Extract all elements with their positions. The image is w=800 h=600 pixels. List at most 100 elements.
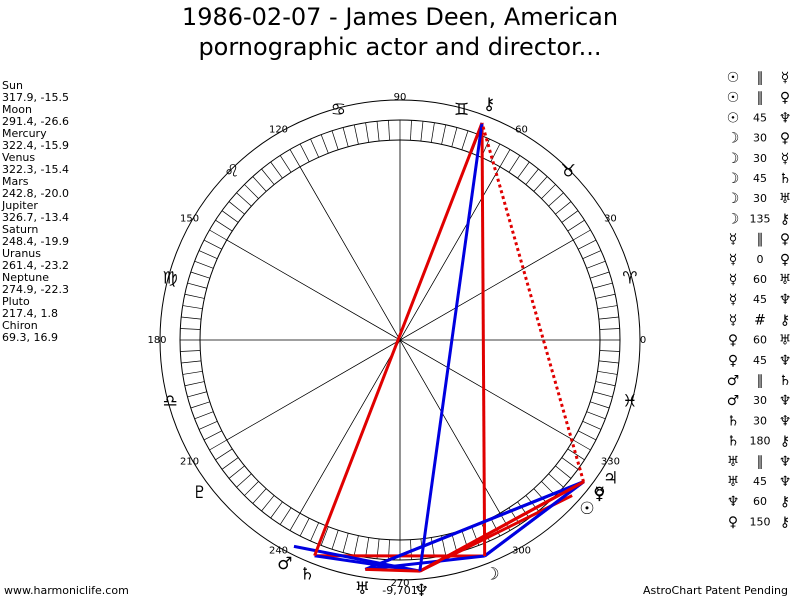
ring-tick <box>525 168 539 185</box>
planet-glyph: ♃ <box>603 468 618 488</box>
aspect-type: 0 <box>757 253 764 266</box>
ring-tick <box>209 229 227 241</box>
ring-tick <box>261 168 275 185</box>
aspect-type: 135 <box>750 212 771 225</box>
ring-tick <box>261 495 275 512</box>
aspect-planet: ♅ <box>779 191 792 207</box>
aspect-planet: ♆ <box>779 110 792 126</box>
ring-tick <box>555 201 572 215</box>
aspect-planet: ♆ <box>779 292 792 308</box>
ring-tick <box>578 430 597 441</box>
ring-tick <box>184 293 205 299</box>
planet-name: Mars <box>2 175 29 188</box>
sign-glyph: ♉ <box>561 162 576 182</box>
planet-name: Jupiter <box>1 199 38 212</box>
ring-tick <box>353 535 359 556</box>
aspect-type: 45 <box>753 111 767 124</box>
aspect-planet: ♀ <box>728 333 738 349</box>
aspect-planet: ⚷ <box>780 211 790 227</box>
aspect-planet: ♆ <box>779 474 792 490</box>
ring-tick <box>590 271 610 279</box>
planet-position: 248.4, -19.9 <box>2 235 69 248</box>
ring-tick <box>236 473 252 488</box>
ring-tick <box>215 219 233 232</box>
ring-tick <box>517 161 530 179</box>
ring-tick <box>270 501 283 519</box>
planet-name: Saturn <box>2 223 38 236</box>
ring-tick <box>599 328 620 330</box>
ring-tick <box>430 537 435 558</box>
outer-circle <box>159 99 641 581</box>
ring-tick <box>209 439 227 451</box>
ring-tick <box>597 305 618 310</box>
planet-position: 274.9, -22.3 <box>2 283 69 296</box>
aspect-planet: ☿ <box>729 272 738 288</box>
ring-tick <box>331 530 339 550</box>
planet-glyph: ♅ <box>355 579 370 599</box>
ring-tick <box>310 138 319 158</box>
ring-tick <box>598 316 619 320</box>
aspect-planet: ☿ <box>729 292 738 308</box>
planet-glyph: ⚷ <box>483 94 495 114</box>
sign-glyph: ♎ <box>162 392 177 412</box>
ring-tick <box>365 122 370 143</box>
aspect-line <box>364 480 585 571</box>
aspect-planet: ☽ <box>727 171 740 187</box>
aspect-line <box>483 480 585 558</box>
ring-tick <box>180 328 201 330</box>
aspect-planet: ♀ <box>780 252 790 268</box>
aspect-planet: ♀ <box>780 90 790 106</box>
aspect-type: ∥ <box>757 90 764 106</box>
ring-tick <box>228 201 245 215</box>
planet-position: 261.4, -23.2 <box>2 259 69 272</box>
planet-name: Mercury <box>2 127 47 140</box>
ring-tick <box>198 421 218 430</box>
ring-tick <box>517 501 530 519</box>
aspect-planet: ☽ <box>727 151 740 167</box>
ring-tick <box>228 465 245 479</box>
degree-label: 270 <box>390 578 409 589</box>
aspect-planet: ♂ <box>727 393 740 409</box>
degree-label: 30 <box>604 214 617 225</box>
ring-tick <box>586 260 606 269</box>
ring-tick <box>441 124 447 145</box>
footer-note: AstroChart Patent Pending <box>643 584 788 597</box>
footer-link[interactable]: www.harmoniclife.com <box>4 584 129 597</box>
aspect-type: 45 <box>753 293 767 306</box>
ring-tick <box>499 149 511 167</box>
planet-glyph: ♂ <box>277 554 292 574</box>
aspect-planet: ☉ <box>727 90 740 106</box>
planet-glyph: ♆ <box>414 581 429 600</box>
ring-tick <box>548 473 564 488</box>
ring-tick <box>299 518 310 537</box>
aspect-planet: ♀ <box>780 131 790 147</box>
sign-glyph: ♋ <box>331 100 346 120</box>
ring-tick <box>578 239 597 250</box>
ring-tick <box>593 391 613 398</box>
ring-tick <box>548 192 564 207</box>
aspect-planet: ♄ <box>727 434 740 450</box>
planet-position: 326.7, -13.4 <box>2 211 69 224</box>
ring-tick <box>582 421 602 430</box>
planet-name: Chiron <box>2 319 38 332</box>
ring-tick <box>270 161 283 179</box>
ring-tick <box>310 522 319 542</box>
ring-tick <box>573 229 591 241</box>
aspect-planet: ⚷ <box>780 494 790 510</box>
ring-tick <box>597 370 618 375</box>
bottom-value: -9,701 <box>382 584 417 597</box>
aspect-type: 45 <box>753 354 767 367</box>
ring-tick <box>221 210 239 223</box>
degree-label: 300 <box>512 545 531 556</box>
aspect-planet: ☿ <box>781 70 790 86</box>
ring-tick <box>451 127 458 147</box>
planet-position: 291.4, -26.6 <box>2 115 69 128</box>
planet-position: 322.3, -15.4 <box>2 163 69 176</box>
ring-tick <box>187 282 207 289</box>
aspect-planet: ♆ <box>779 413 792 429</box>
title-line: 1986-02-07 - James Deen, American <box>182 3 618 31</box>
ring-tick <box>190 401 210 409</box>
sign-glyph: ♊ <box>454 100 469 120</box>
aspect-type: 30 <box>753 414 767 427</box>
planet-name: Moon <box>2 103 32 116</box>
